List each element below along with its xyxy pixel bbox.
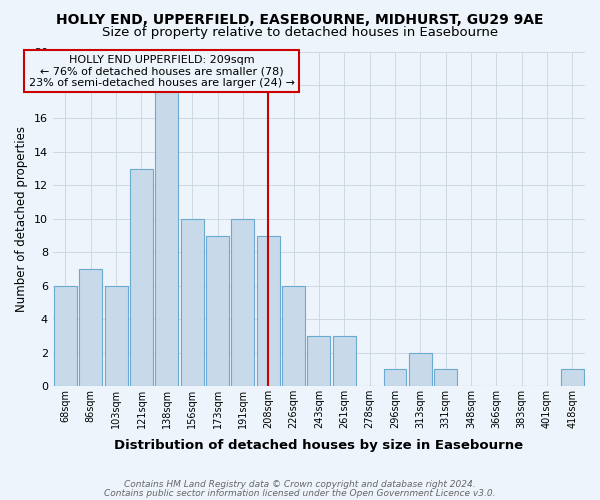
Bar (130, 168, 153, 386)
Bar (105, 286, 128, 386)
Bar (181, 219, 203, 386)
Text: HOLLY END UPPERFIELD: 209sqm
← 76% of detached houses are smaller (78)
23% of se: HOLLY END UPPERFIELD: 209sqm ← 76% of de… (29, 55, 295, 88)
Bar (206, 236, 229, 386)
Bar (54, 286, 77, 386)
Y-axis label: Number of detached properties: Number of detached properties (15, 126, 28, 312)
Text: Contains HM Land Registry data © Crown copyright and database right 2024.: Contains HM Land Registry data © Crown c… (124, 480, 476, 489)
Bar (232, 219, 254, 386)
Bar (409, 353, 431, 386)
Text: Contains public sector information licensed under the Open Government Licence v3: Contains public sector information licen… (104, 488, 496, 498)
Text: Size of property relative to detached houses in Easebourne: Size of property relative to detached ho… (102, 26, 498, 39)
Bar (282, 286, 305, 386)
Bar (257, 236, 280, 386)
Text: HOLLY END, UPPERFIELD, EASEBOURNE, MIDHURST, GU29 9AE: HOLLY END, UPPERFIELD, EASEBOURNE, MIDHU… (56, 12, 544, 26)
Bar (307, 336, 330, 386)
Bar (561, 370, 584, 386)
X-axis label: Distribution of detached houses by size in Easebourne: Distribution of detached houses by size … (115, 440, 523, 452)
Bar (333, 336, 356, 386)
Bar (383, 370, 406, 386)
Bar (79, 269, 102, 386)
Bar (434, 370, 457, 386)
Bar (155, 68, 178, 386)
